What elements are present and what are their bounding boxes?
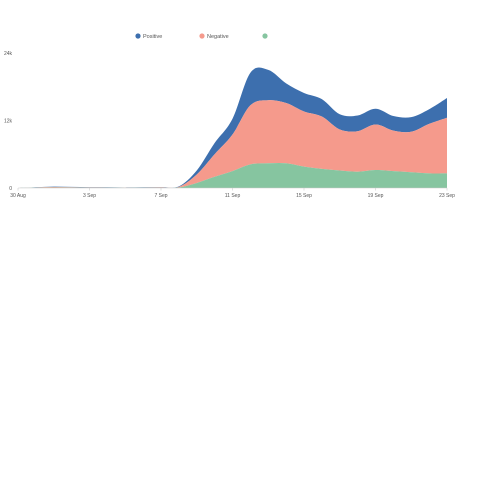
y-axis: 0 12k 24k xyxy=(4,51,13,192)
negative-series-area[interactable] xyxy=(18,100,447,188)
x-tick-label: 3 Sep xyxy=(83,193,96,199)
y-tick-label: 24k xyxy=(4,51,13,57)
legend-swatch xyxy=(262,33,268,39)
x-tick-label: 11 Sep xyxy=(225,193,241,199)
x-axis: 30 Aug 3 Sep 7 Sep 11 Sep 15 Sep 19 Sep 23 Sep xyxy=(10,188,455,199)
legend: Positive Negative xyxy=(135,33,268,40)
plot-areas xyxy=(18,67,447,188)
y-tick-label: 12k xyxy=(4,118,13,124)
legend-swatch xyxy=(135,33,141,39)
legend-label: Negative xyxy=(207,34,229,40)
unlabeled-series-area[interactable] xyxy=(18,162,447,188)
x-tick-label: 19 Sep xyxy=(368,193,384,199)
x-tick-label: 30 Aug xyxy=(10,193,26,199)
legend-item-positive[interactable]: Positive xyxy=(135,33,162,40)
legend-label: Positive xyxy=(143,34,162,40)
x-tick-label: 15 Sep xyxy=(296,193,312,199)
legend-swatch xyxy=(199,33,205,39)
legend-item-negative[interactable]: Negative xyxy=(199,33,229,40)
x-tick-label: 23 Sep xyxy=(439,193,455,199)
positive-series-area[interactable] xyxy=(18,67,447,188)
x-tick-label: 7 Sep xyxy=(154,193,167,199)
y-tick-label: 0 xyxy=(9,186,12,192)
legend-item-unlabeled[interactable] xyxy=(262,33,268,39)
